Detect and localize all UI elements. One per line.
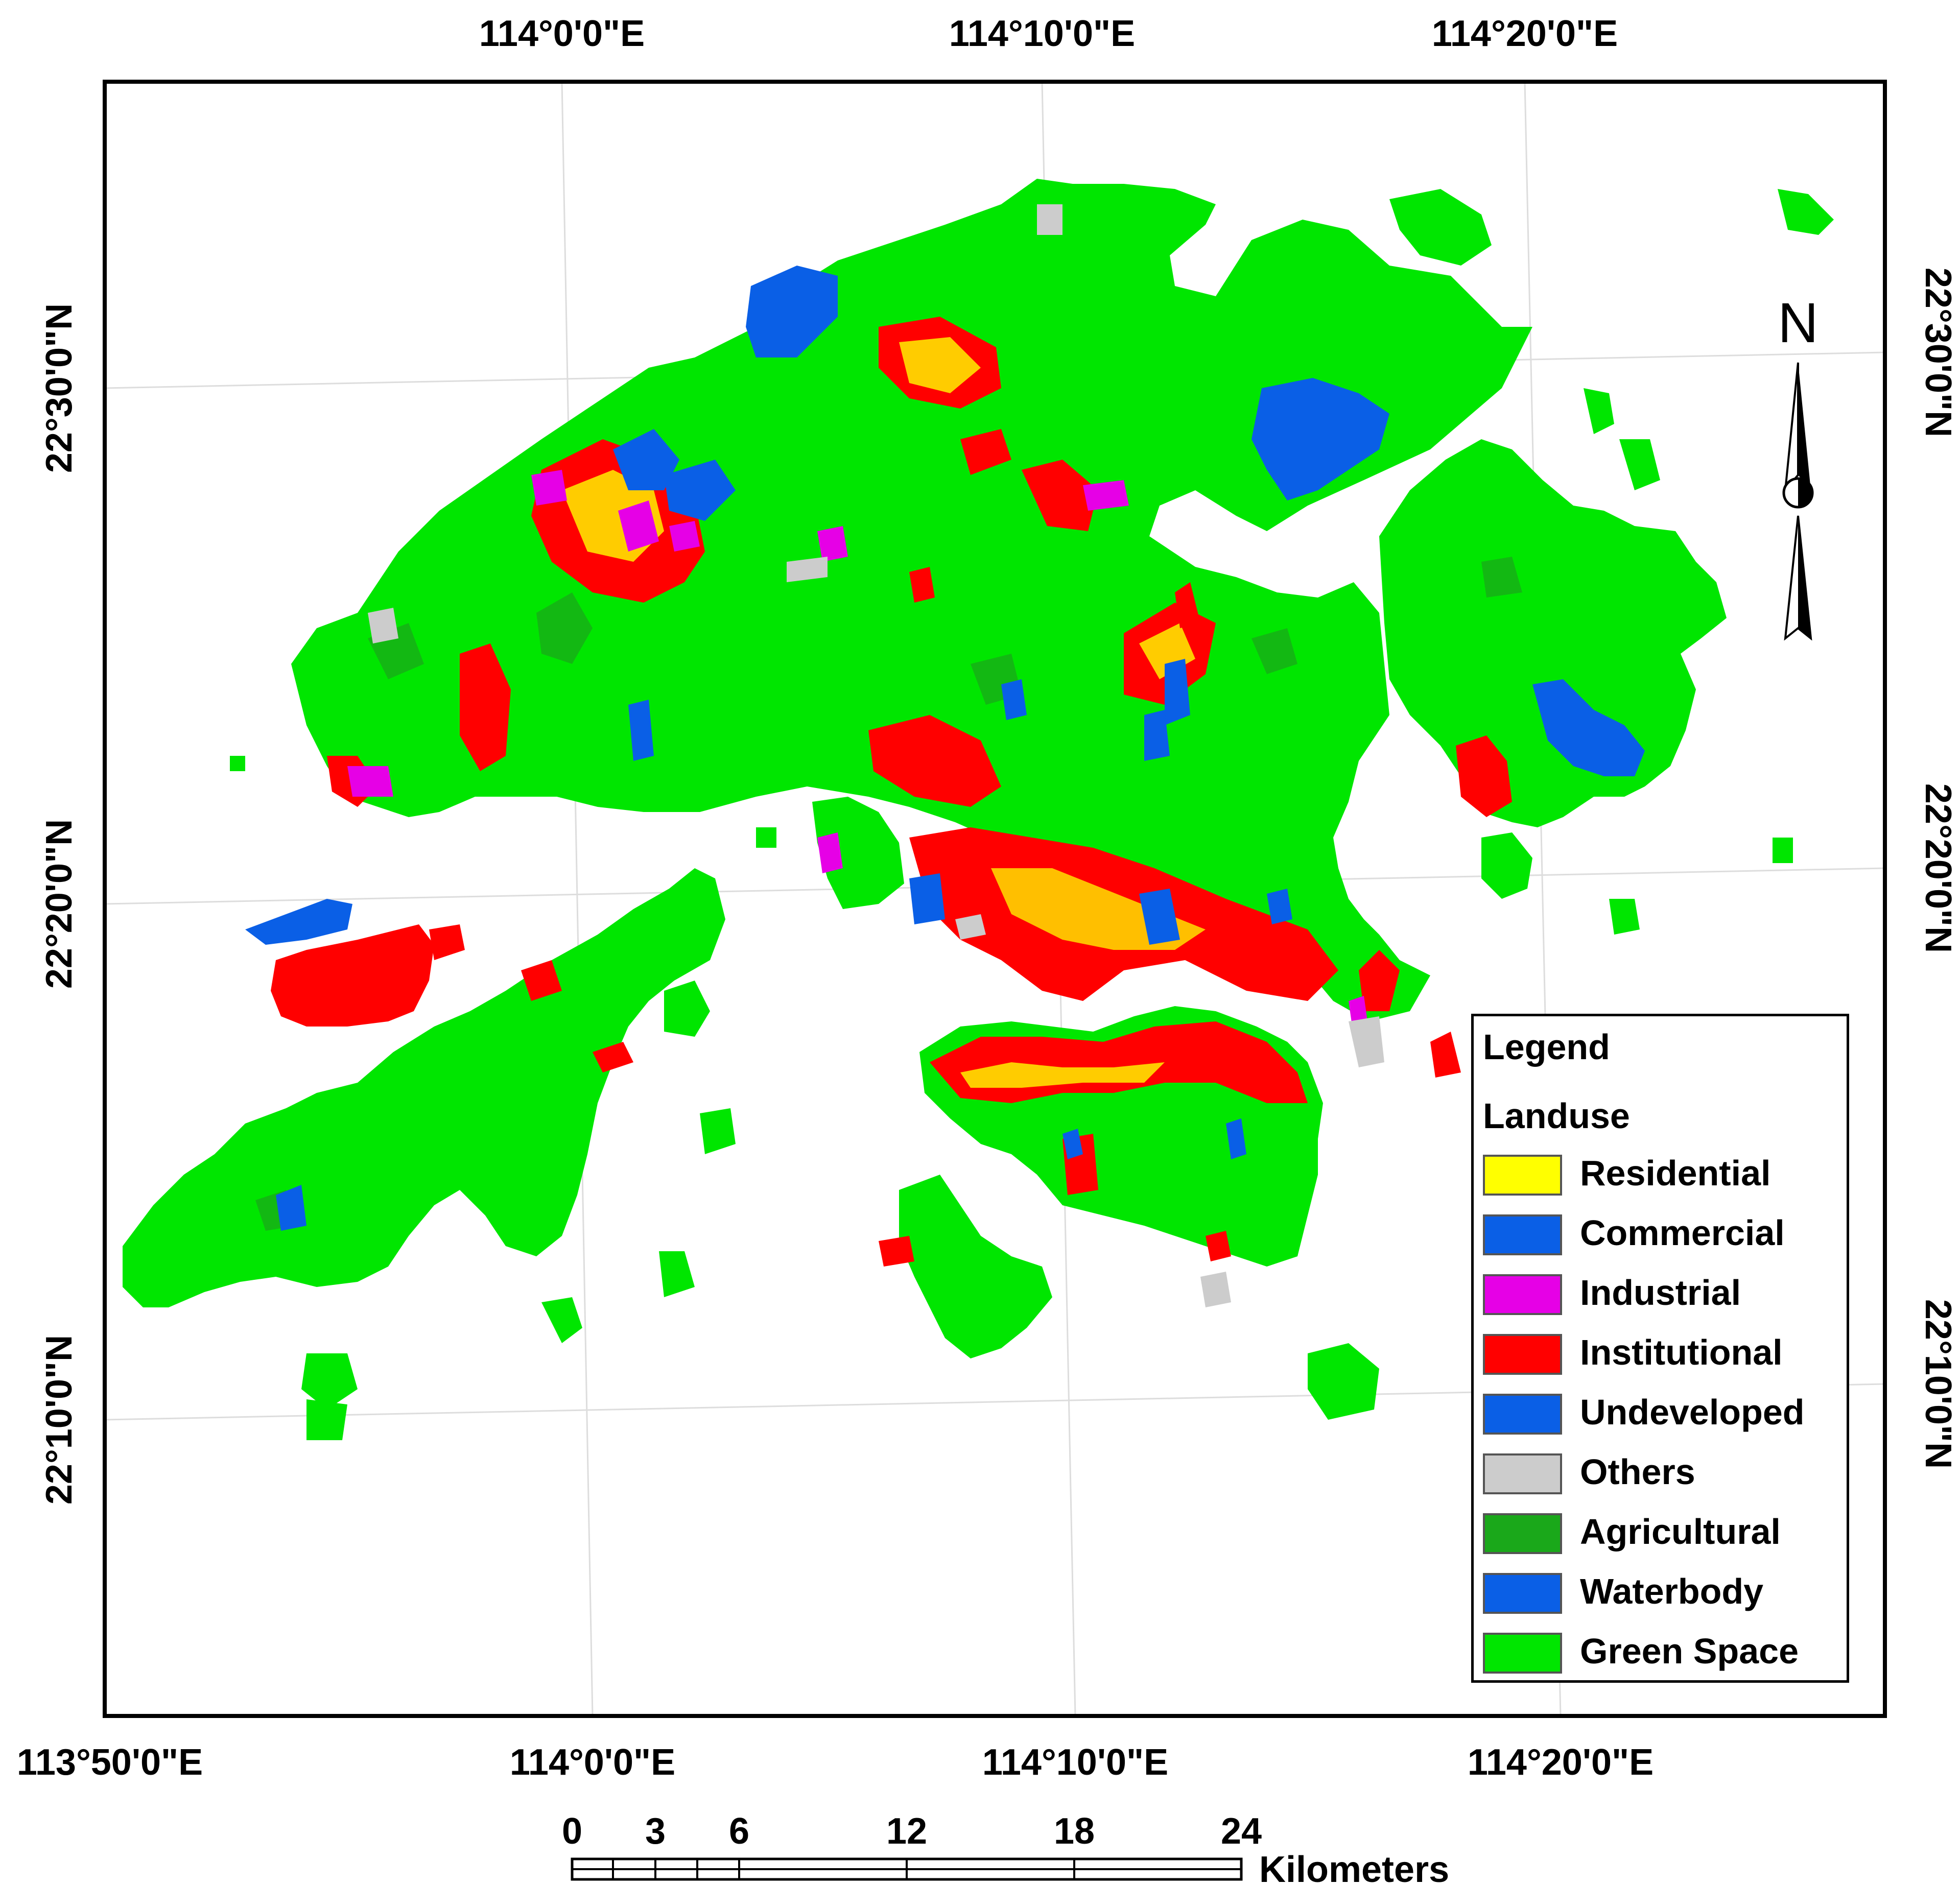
left-axis-label: 22°20'0"N [39, 819, 80, 989]
north-arrow-icon: N [1778, 292, 1819, 641]
legend-label: Undeveloped [1580, 1392, 1805, 1432]
green-space-areas [123, 179, 1834, 1440]
legend-swatch [1483, 1513, 1562, 1554]
legend-swatch [1483, 1214, 1562, 1255]
top-axis-label: 114°20'0"E [1432, 13, 1618, 54]
right-axis-label: 22°20'0"N [1918, 783, 1958, 953]
legend-item-undeveloped: Undeveloped [1483, 1391, 1840, 1438]
legend-label: Waterbody [1580, 1571, 1764, 1611]
urban-areas [271, 317, 1512, 1267]
legend-title: Legend [1483, 1027, 1610, 1067]
bottom-axis-label: 113°50'0"E [17, 1742, 203, 1783]
legend-swatch [1483, 1274, 1562, 1315]
legend-swatch [1483, 1155, 1562, 1196]
legend-item-industrial: Industrial [1483, 1271, 1840, 1318]
new-territories [291, 179, 1532, 1021]
legend-item-others: Others [1483, 1450, 1840, 1497]
legend: Legend Landuse Residential Commercial In… [1471, 1014, 1849, 1683]
legend-label: Others [1580, 1452, 1695, 1492]
top-axis-label: 114°10'0"E [949, 13, 1135, 54]
scale-tick-label: 3 [645, 1811, 666, 1852]
scale-tick-label: 6 [729, 1811, 749, 1852]
legend-label: Green Space [1580, 1631, 1799, 1671]
legend-item-residential: Residential [1483, 1152, 1840, 1199]
bottom-axis-label: 114°10'0"E [982, 1742, 1168, 1783]
legend-label: Institutional [1580, 1332, 1783, 1372]
plover-cove-reservoir [1251, 378, 1389, 500]
bottom-axis-label: 114°20'0"E [1468, 1742, 1654, 1783]
legend-swatch [1483, 1633, 1562, 1674]
legend-swatch [1483, 1573, 1562, 1614]
right-axis-label: 22°10'0"N [1918, 1299, 1958, 1469]
legend-item-green-space: Green Space [1483, 1630, 1840, 1677]
legend-swatch [1483, 1453, 1562, 1494]
right-axis-label: 22°30'0"N [1918, 268, 1958, 437]
agricultural-areas [255, 557, 1522, 1231]
left-axis-label: 22°30'0"N [39, 303, 80, 473]
scale-tick-label: 12 [886, 1811, 927, 1852]
legend-label: Agricultural [1580, 1512, 1781, 1552]
high-island-reservoir [1532, 679, 1645, 776]
legend-item-commercial: Commercial [1483, 1211, 1840, 1258]
legend-label: Industrial [1580, 1273, 1741, 1313]
other-areas [368, 204, 1384, 1307]
legend-label: Residential [1580, 1153, 1771, 1193]
legend-subtitle: Landuse [1483, 1096, 1630, 1136]
legend-swatch [1483, 1394, 1562, 1435]
water-areas [245, 266, 1645, 1231]
airport [271, 924, 434, 1027]
legend-swatch [1483, 1334, 1562, 1375]
scale-tick-label: 24 [1221, 1811, 1262, 1852]
map-frame [103, 80, 1887, 1718]
legend-item-agricultural: Agricultural [1483, 1510, 1840, 1557]
legend-item-institutional: Institutional [1483, 1331, 1840, 1378]
scale-unit: Kilometers [1259, 1849, 1449, 1885]
lamma-island [899, 1175, 1052, 1358]
left-axis-label: 22°10'0"N [39, 1335, 80, 1505]
legend-label: Commercial [1580, 1213, 1785, 1253]
scale-tick-label: 0 [562, 1811, 582, 1852]
bottom-axis-label: 114°0'0"E [510, 1742, 675, 1783]
scale-bar: 0 3 6 12 18 24 Kilometers [562, 1811, 1449, 1885]
north-label: N [1778, 292, 1818, 354]
scale-tick-label: 18 [1054, 1811, 1095, 1852]
industrial-areas [347, 470, 1369, 1037]
sai-kung [1379, 439, 1727, 827]
legend-item-waterbody: Waterbody [1483, 1570, 1840, 1617]
top-axis-label: 114°0'0"E [479, 13, 645, 54]
